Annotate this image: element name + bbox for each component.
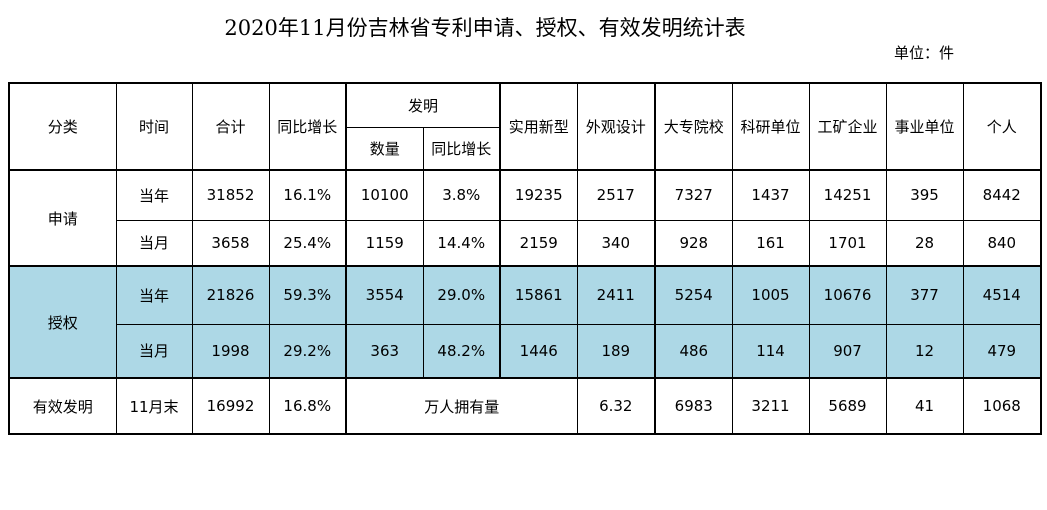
cell-college: 5254 [654, 265, 733, 325]
header-time: 时间 [115, 82, 193, 171]
unit-label: 单位：件 [894, 44, 955, 62]
cell-yoy: 16.1% [268, 169, 347, 221]
table-row: 申请 当年 31852 16.1% 10100 3.8% 19235 2517 … [8, 169, 1042, 267]
cell-yoy: 59.3% [268, 265, 347, 325]
header-individual: 个人 [962, 82, 1042, 171]
cell-individual: 8442 [962, 169, 1042, 221]
cell-total: 3658 [191, 219, 270, 267]
cell-design: 340 [576, 219, 657, 267]
group-valid: 有效发明 [8, 377, 117, 435]
cell-inv-count: 1159 [345, 219, 424, 267]
cell-college: 486 [654, 323, 733, 379]
cell-enterprise: 1701 [808, 219, 887, 267]
cell-design: 189 [576, 323, 657, 379]
cell-total: 21826 [191, 265, 270, 325]
header-institution: 事业单位 [885, 82, 964, 171]
cell-yoy: 25.4% [268, 219, 347, 267]
cell-research: 3211 [731, 377, 810, 435]
cell-time: 当年 [115, 265, 193, 325]
group-grant: 授权 [8, 265, 117, 379]
cell-enterprise: 907 [808, 323, 887, 379]
cell-time: 当年 [115, 169, 193, 221]
subheader-row: 数量 同比增长 [9, 126, 1041, 171]
cell-enterprise: 5689 [808, 377, 887, 435]
cell-institution: 28 [885, 219, 964, 267]
cell-college: 6983 [654, 377, 733, 435]
cell-inv-yoy: 48.2% [422, 323, 502, 379]
header-inv-count: 数量 [345, 126, 424, 171]
table-row: 授权 当年 21826 59.3% 3554 29.0% 15861 2411 … [8, 265, 1042, 379]
cell-institution: 41 [885, 377, 964, 435]
cell-individual: 479 [962, 323, 1042, 379]
cell-individual: 1068 [962, 377, 1042, 435]
cell-per-10k-label: 万人拥有量 [345, 377, 578, 435]
page-title: 2020年11月份吉林省专利申请、授权、有效发明统计表 [224, 16, 746, 40]
cell-design: 2411 [576, 265, 657, 325]
header-research: 科研单位 [731, 82, 810, 171]
header-utility: 实用新型 [499, 82, 578, 171]
header-yoy: 同比增长 [268, 82, 347, 171]
cell-utility: 19235 [499, 169, 578, 221]
cell-inv-yoy: 14.4% [422, 219, 502, 267]
header-total: 合计 [191, 82, 270, 171]
cell-institution: 395 [885, 169, 964, 221]
cell-per-10k-value: 6.32 [576, 377, 657, 435]
cell-institution: 377 [885, 265, 964, 325]
header-row: 分类 时间 合计 同比增长 发明 实用新型 外观设计 大专院校 科研单位 工矿企… [8, 82, 1042, 171]
cell-yoy: 29.2% [268, 323, 347, 379]
cell-inv-count: 363 [345, 323, 424, 379]
cell-total: 31852 [191, 169, 270, 221]
cell-individual: 840 [962, 219, 1042, 267]
header-design: 外观设计 [576, 82, 657, 171]
cell-enterprise: 10676 [808, 265, 887, 325]
cell-individual: 4514 [962, 265, 1042, 325]
statistics-table: 分类 时间 合计 同比增长 发明 实用新型 外观设计 大专院校 科研单位 工矿企… [8, 82, 1043, 435]
cell-research: 114 [731, 323, 810, 379]
cell-research: 161 [731, 219, 810, 267]
cell-total: 16992 [191, 377, 270, 435]
cell-inv-yoy: 29.0% [422, 265, 502, 325]
table-row: 有效发明 11月末 16992 16.8% 万人拥有量 6.32 6983 32… [8, 377, 1042, 435]
cell-inv-yoy: 3.8% [422, 169, 502, 221]
table-row: 当月 1998 29.2% 363 48.2% 1446 189 486 114… [9, 323, 1042, 379]
header-enterprise: 工矿企业 [808, 82, 887, 171]
cell-utility: 1446 [499, 323, 578, 379]
header-college: 大专院校 [654, 82, 733, 171]
table-row: 当月 3658 25.4% 1159 14.4% 2159 340 928 16… [9, 219, 1042, 267]
cell-time: 当月 [115, 323, 193, 379]
header-inv-yoy: 同比增长 [422, 126, 502, 171]
cell-research: 1437 [731, 169, 810, 221]
cell-utility: 15861 [499, 265, 578, 325]
cell-institution: 12 [885, 323, 964, 379]
header-invention: 发明 [345, 82, 502, 128]
header-category: 分类 [8, 82, 117, 171]
cell-inv-count: 3554 [345, 265, 424, 325]
cell-yoy: 16.8% [268, 377, 347, 435]
cell-utility: 2159 [499, 219, 578, 267]
cell-college: 7327 [654, 169, 733, 221]
cell-total: 1998 [191, 323, 270, 379]
cell-college: 928 [654, 219, 733, 267]
cell-enterprise: 14251 [808, 169, 887, 221]
cell-time: 11月末 [115, 377, 193, 435]
cell-inv-count: 10100 [345, 169, 424, 221]
cell-research: 1005 [731, 265, 810, 325]
cell-time: 当月 [115, 219, 193, 267]
cell-design: 2517 [576, 169, 657, 221]
group-apply: 申请 [8, 169, 117, 267]
